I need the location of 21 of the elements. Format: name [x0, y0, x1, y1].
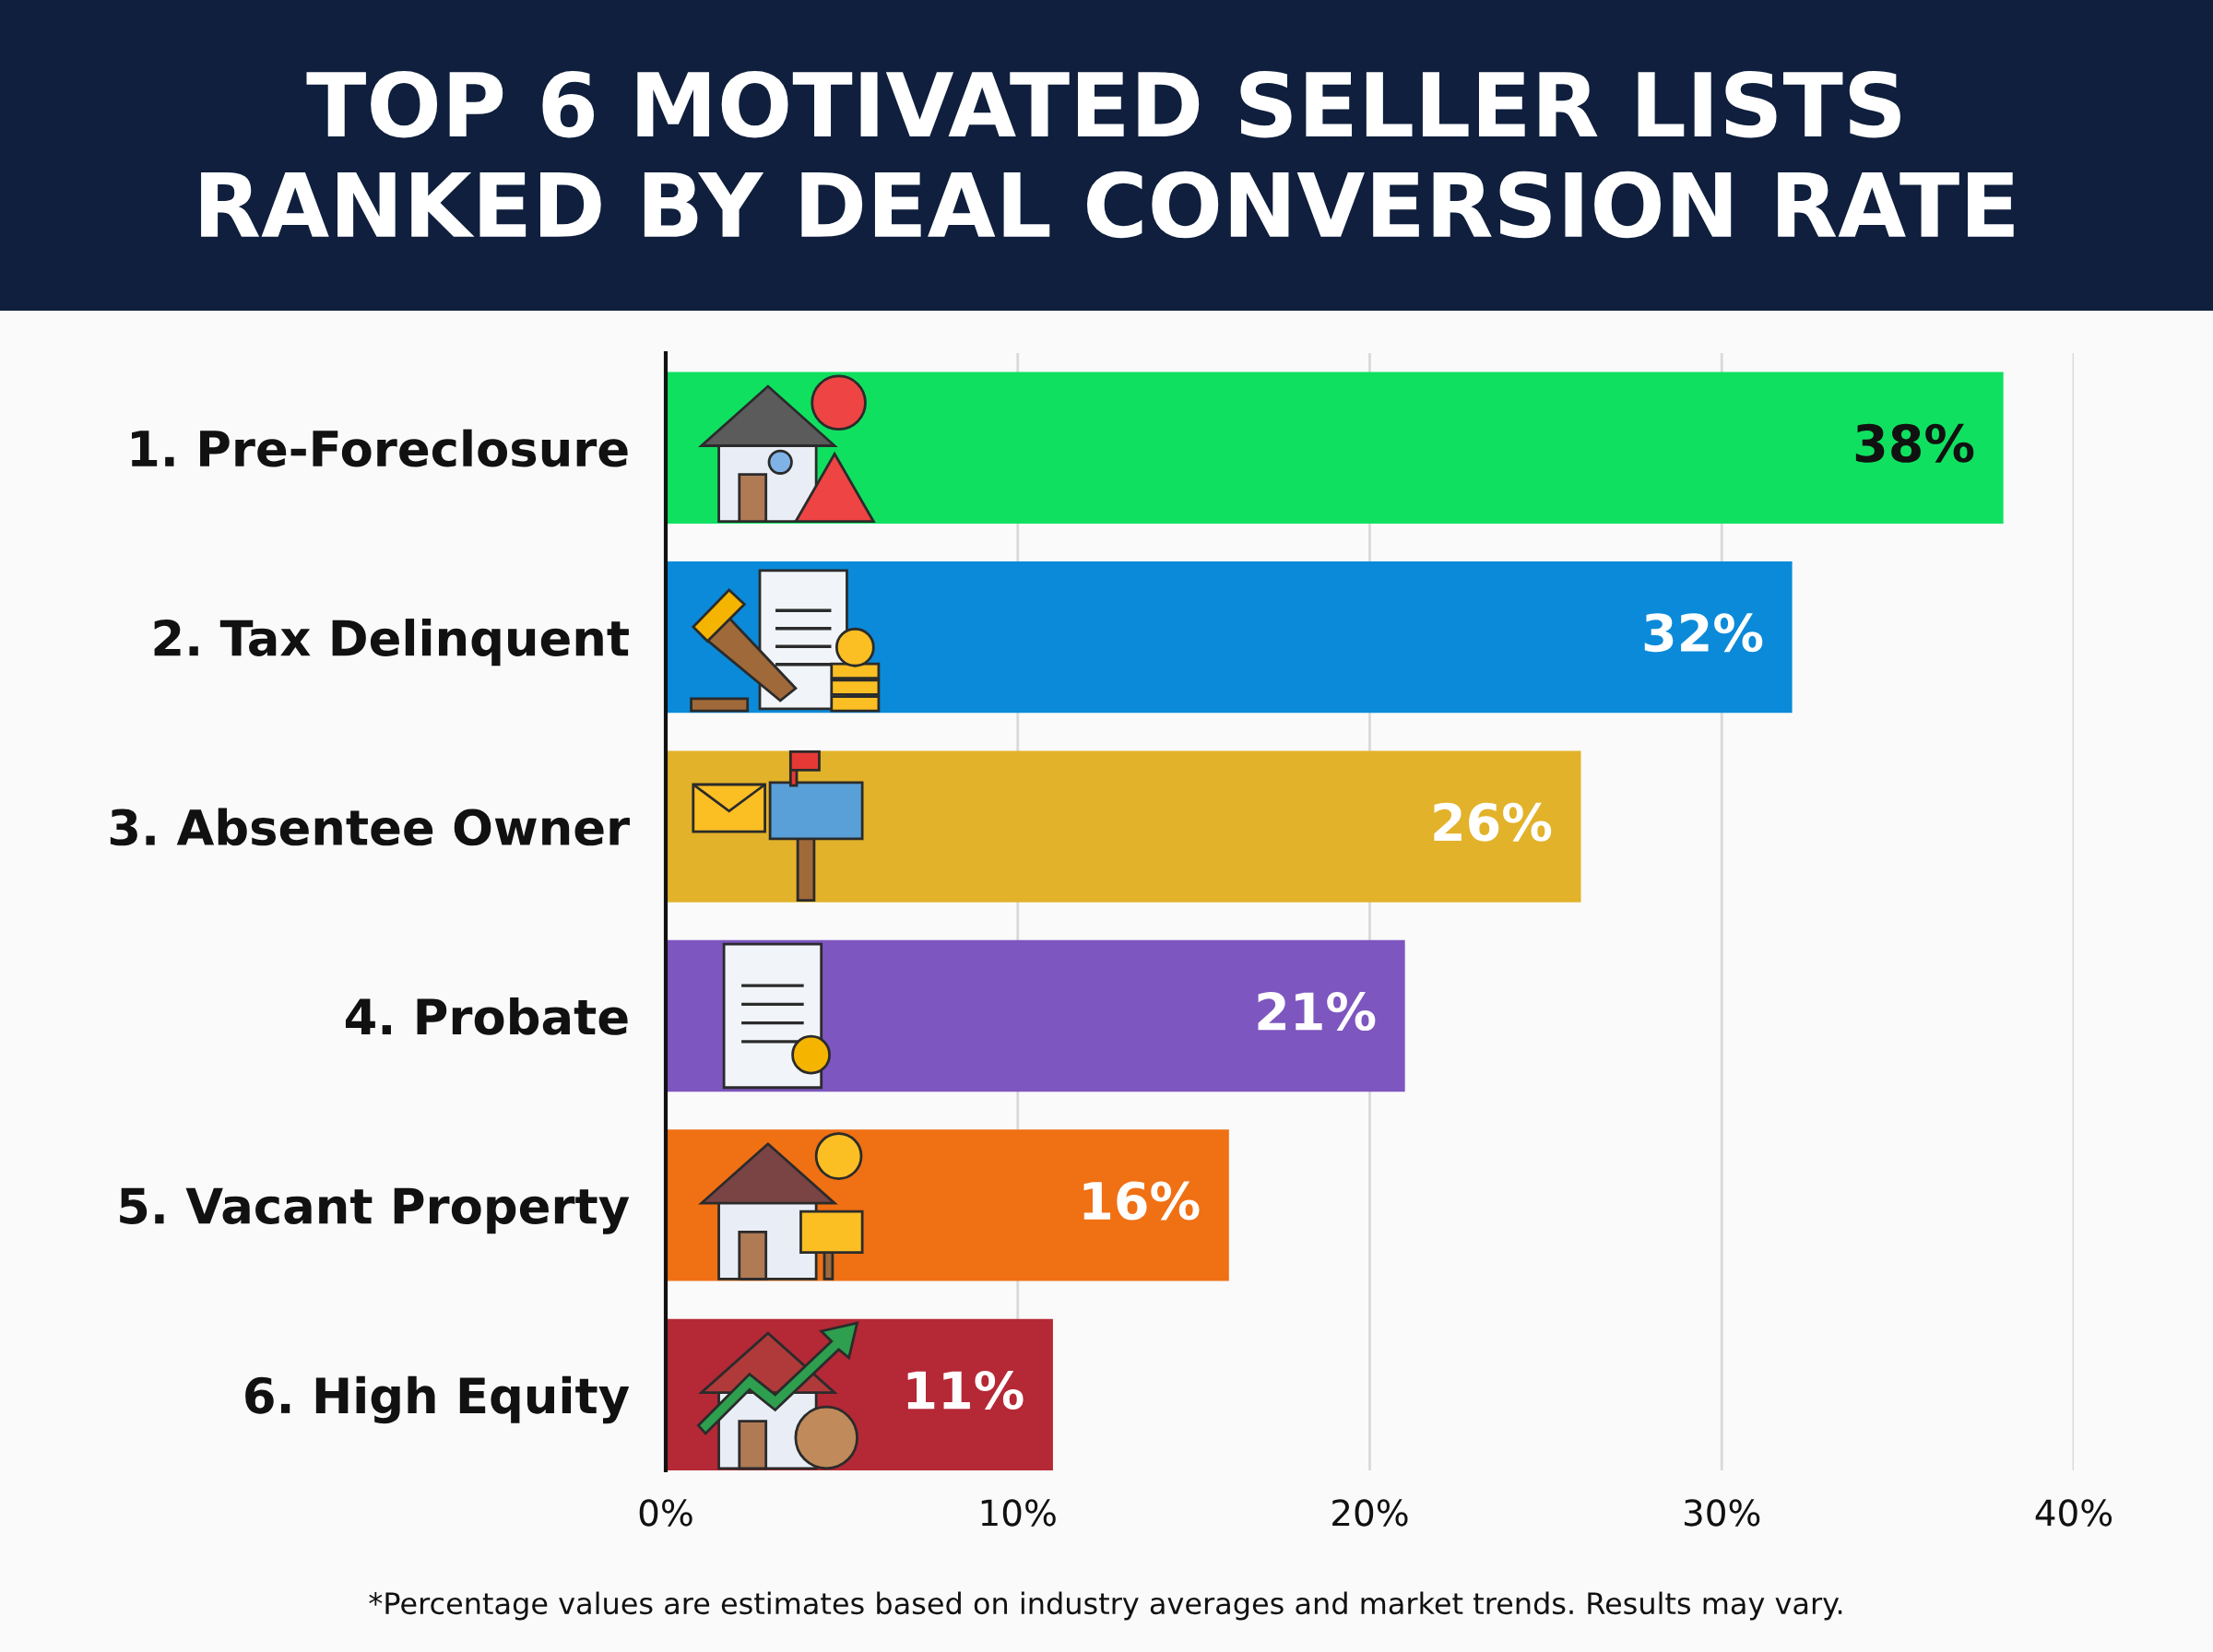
y-tick-label: 1. Pre-Foreclosure [132, 429, 628, 467]
text: *Percentage values are estimates based on industry averages and market trends. Results may vary. [369, 1591, 1842, 1621]
x-tick-label: 20% [1332, 1499, 1408, 1527]
data-label: 21% [1258, 992, 1376, 1032]
x-tick-label: 10% [981, 1499, 1056, 1527]
data-label: 11% [907, 1370, 1024, 1410]
y-tick-label: 5. Vacant Property [120, 1187, 630, 1234]
y-tick-label: 3. Absentee Owner [110, 808, 630, 846]
bar [666, 750, 1581, 903]
data-label: 26% [1434, 802, 1552, 842]
y-tick-label: 4. Probate [345, 997, 628, 1035]
x-tick-label: 0% [639, 1499, 692, 1527]
bar [666, 372, 2004, 524]
y-tick-label: 2. Tax Delinquent [154, 619, 629, 667]
x-tick-label: 30% [1685, 1499, 1760, 1527]
data-label: 32% [1644, 613, 1763, 653]
data-label: 38% [1855, 423, 1974, 463]
data-label: 16% [1083, 1181, 1200, 1221]
x-tick-label: 40% [2035, 1499, 2112, 1527]
chart-title: TOP 6 MOTIVATED SELLER LISTS RANKED BY DEAL CONVERSION RATE [201, 70, 2014, 239]
y-tick-label: 6. High Equity [245, 1375, 630, 1424]
